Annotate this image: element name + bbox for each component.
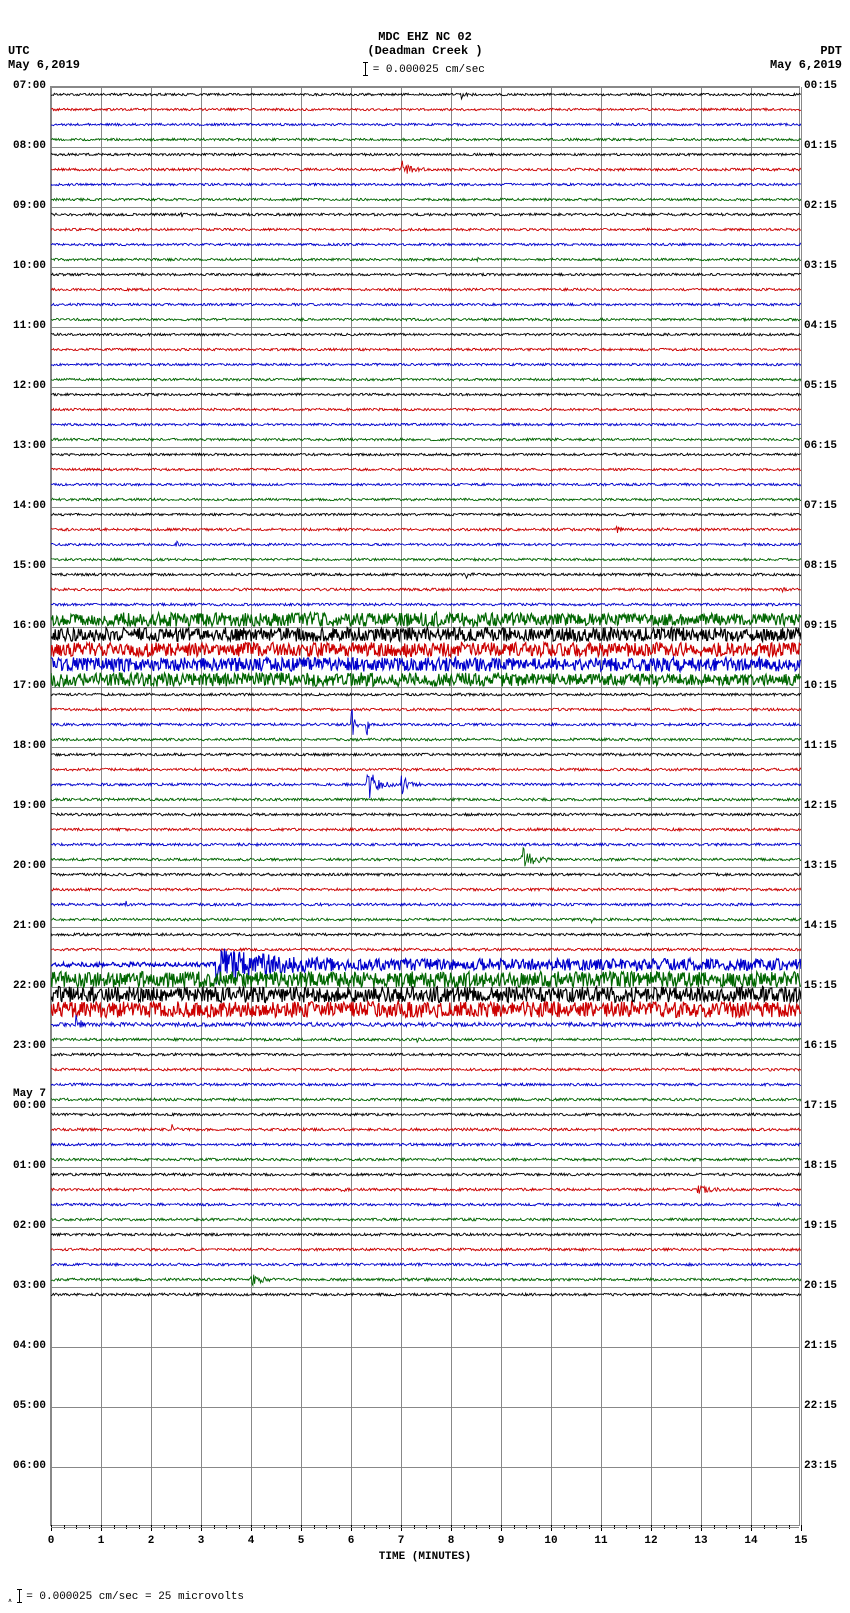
right-hour-label: 05:15 (804, 380, 850, 392)
helicorder-plot: TIME (MINUTES) 0123456789101112131415 (50, 86, 800, 1526)
x-tick-label: 8 (448, 1535, 455, 1547)
x-tick-label: 14 (744, 1535, 757, 1547)
left-hour-label: 03:00 (4, 1280, 46, 1292)
x-tick-label: 4 (248, 1535, 255, 1547)
left-date: May 6,2019 (8, 58, 80, 72)
right-hour-label: 06:15 (804, 440, 850, 452)
x-tick-label: 5 (298, 1535, 305, 1547)
right-timezone: PDT (820, 44, 842, 58)
left-hour-label: 19:00 (4, 800, 46, 812)
left-hour-label: 22:00 (4, 980, 46, 992)
left-hour-label: 06:00 (4, 1460, 46, 1472)
x-tick-label: 0 (48, 1535, 55, 1547)
right-hour-label: 17:15 (804, 1100, 850, 1112)
left-hour-label: 15:00 (4, 560, 46, 572)
station-location: (Deadman Creek ) (0, 44, 850, 58)
left-hour-label: 02:00 (4, 1220, 46, 1232)
scale-bar-icon (365, 62, 366, 76)
right-hour-label: 03:15 (804, 260, 850, 272)
right-date: May 6,2019 (770, 58, 842, 72)
seismic-trace (51, 87, 801, 1527)
right-hour-label: 22:15 (804, 1400, 850, 1412)
x-tick-label: 15 (794, 1535, 807, 1547)
left-hour-label: 08:00 (4, 140, 46, 152)
right-hour-label: 12:15 (804, 800, 850, 812)
right-hour-label: 13:15 (804, 860, 850, 872)
left-hour-label: 00:00 (4, 1100, 46, 1112)
x-tick-label: 3 (198, 1535, 205, 1547)
left-hour-label: 04:00 (4, 1340, 46, 1352)
right-hour-label: 07:15 (804, 500, 850, 512)
right-hour-label: 02:15 (804, 200, 850, 212)
right-hour-label: 08:15 (804, 560, 850, 572)
right-hour-label: 20:15 (804, 1280, 850, 1292)
left-hour-label: 14:00 (4, 500, 46, 512)
footer-scale: ៱ = 0.000025 cm/sec = 25 microvolts (8, 1589, 244, 1605)
x-axis-title: TIME (MINUTES) (51, 1551, 799, 1563)
right-hour-label: 15:15 (804, 980, 850, 992)
right-hour-label: 00:15 (804, 80, 850, 92)
x-tick-label: 10 (544, 1535, 557, 1547)
right-hour-label: 04:15 (804, 320, 850, 332)
x-tick-label: 9 (498, 1535, 505, 1547)
scale-indicator: = 0.000025 cm/sec (0, 62, 850, 76)
left-timezone: UTC (8, 44, 30, 58)
left-hour-label: 23:00 (4, 1040, 46, 1052)
x-tick-label: 6 (348, 1535, 355, 1547)
footer-scale-text: = 0.000025 cm/sec = 25 microvolts (26, 1591, 244, 1603)
left-hour-label: 07:00 (4, 80, 46, 92)
right-hour-label: 18:15 (804, 1160, 850, 1172)
right-hour-label: 16:15 (804, 1040, 850, 1052)
x-tick-label: 11 (594, 1535, 607, 1547)
x-tick-label: 7 (398, 1535, 405, 1547)
right-hour-label: 19:15 (804, 1220, 850, 1232)
right-hour-label: 14:15 (804, 920, 850, 932)
x-tick-label: 13 (694, 1535, 707, 1547)
left-hour-label: 12:00 (4, 380, 46, 392)
station-code: MDC EHZ NC 02 (0, 30, 850, 44)
left-hour-label: 13:00 (4, 440, 46, 452)
left-hour-label: 10:00 (4, 260, 46, 272)
footer-scale-bar-icon (19, 1589, 20, 1603)
left-hour-label: 11:00 (4, 320, 46, 332)
left-hour-label: 05:00 (4, 1400, 46, 1412)
left-hour-label: 01:00 (4, 1160, 46, 1172)
right-hour-label: 10:15 (804, 680, 850, 692)
left-hour-label: 21:00 (4, 920, 46, 932)
right-hour-label: 23:15 (804, 1460, 850, 1472)
seismogram-container: MDC EHZ NC 02 (Deadman Creek ) = 0.00002… (0, 0, 850, 1613)
left-hour-label: 20:00 (4, 860, 46, 872)
x-tick-label: 1 (98, 1535, 105, 1547)
left-day-marker: May 7 (4, 1088, 46, 1100)
right-hour-label: 21:15 (804, 1340, 850, 1352)
left-hour-label: 09:00 (4, 200, 46, 212)
footer-tick-icon: ៱ (8, 1594, 12, 1605)
x-tick-label: 2 (148, 1535, 155, 1547)
left-hour-label: 16:00 (4, 620, 46, 632)
scale-text: = 0.000025 cm/sec (373, 64, 485, 76)
x-tick-label: 12 (644, 1535, 657, 1547)
right-hour-label: 09:15 (804, 620, 850, 632)
right-hour-label: 01:15 (804, 140, 850, 152)
left-hour-label: 17:00 (4, 680, 46, 692)
left-hour-label: 18:00 (4, 740, 46, 752)
right-hour-label: 11:15 (804, 740, 850, 752)
